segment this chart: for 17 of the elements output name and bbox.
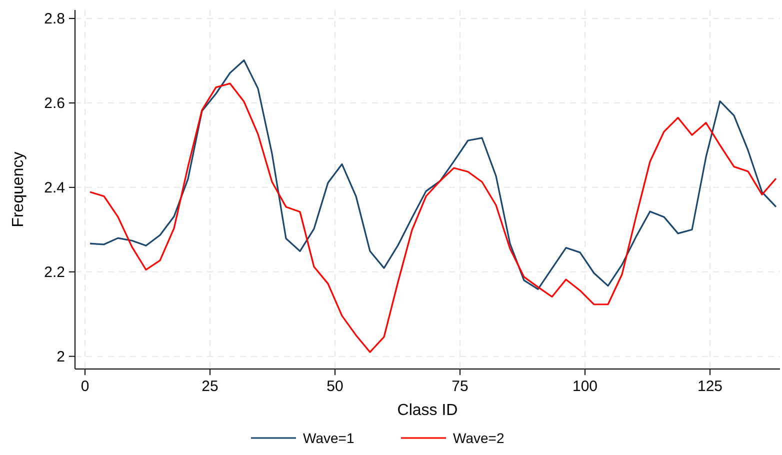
x-tick-label: 50 (326, 378, 344, 395)
x-tick-label: 125 (697, 378, 723, 395)
legend-label: Wave=1 (303, 430, 354, 446)
legend-label: Wave=2 (453, 430, 504, 446)
line-series (89, 82, 777, 353)
x-tick-label: 25 (202, 378, 218, 395)
y-tick-label: 2.2 (44, 264, 65, 281)
y-tick-label: 2.8 (44, 10, 65, 28)
x-axis-title: Class ID (397, 402, 458, 419)
x-tick-label: 75 (452, 378, 468, 395)
line-series (89, 59, 777, 290)
y-tick-label: 2.4 (44, 179, 65, 196)
y-tick-label: 2 (56, 348, 65, 366)
x-tick-label: 0 (80, 378, 90, 395)
y-tick-label: 2.6 (44, 94, 65, 112)
x-tick-label: 100 (572, 378, 598, 395)
y-axis-title: Frequency (10, 152, 27, 228)
